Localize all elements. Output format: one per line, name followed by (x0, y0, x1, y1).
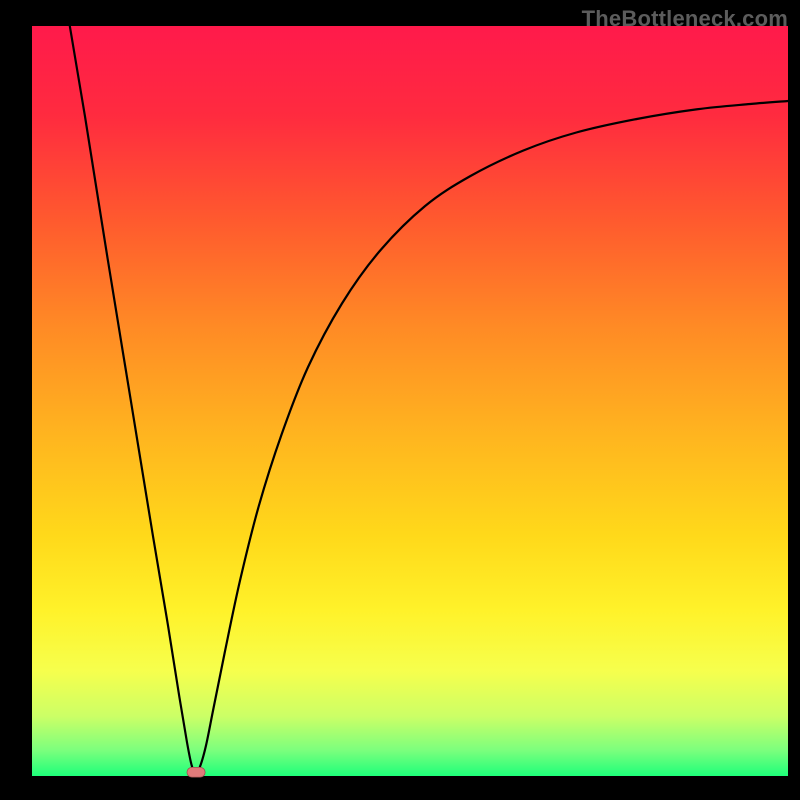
bottleneck-chart (0, 0, 800, 800)
plot-background-gradient (32, 26, 788, 776)
watermark-text: TheBottleneck.com (582, 6, 788, 32)
optimal-point-marker (187, 767, 205, 777)
chart-container: TheBottleneck.com (0, 0, 800, 800)
